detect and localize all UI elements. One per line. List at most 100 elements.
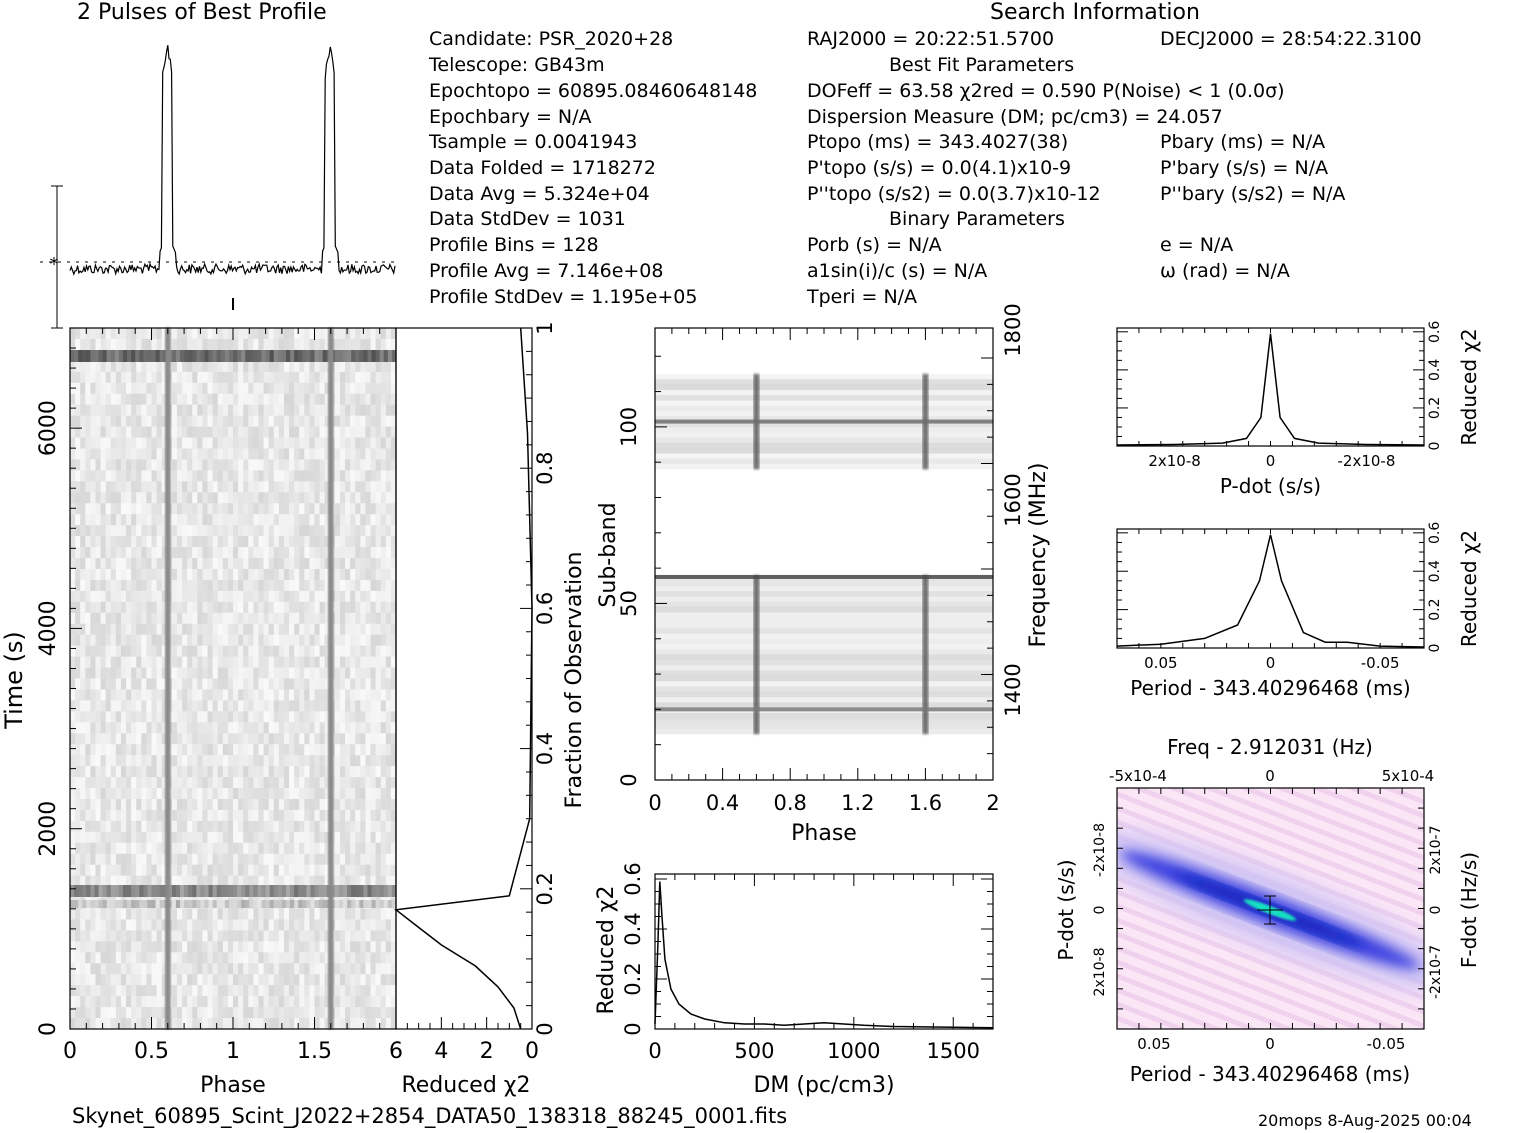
heatmap-cell <box>289 974 295 986</box>
heatmap-cell <box>146 371 152 384</box>
heatmap-cell <box>375 558 382 570</box>
heatmap-cell <box>105 492 112 504</box>
heatmap-cell <box>233 645 239 658</box>
heatmap-cell <box>131 864 137 877</box>
heatmap-cell <box>227 963 234 975</box>
heatmap-cell <box>273 755 280 767</box>
heatmap-cell <box>197 415 203 428</box>
heatmap-cell <box>105 536 112 548</box>
heatmap-cell <box>202 382 209 395</box>
heatmap-cell <box>370 678 377 690</box>
heatmap-cell <box>355 689 361 701</box>
heatmap-cell <box>146 328 152 340</box>
heatmap-cell <box>115 1007 122 1019</box>
heatmap-cell <box>345 864 351 877</box>
heatmap-cell <box>115 415 122 428</box>
heatmap-cell <box>273 930 280 942</box>
heatmap-cell <box>355 755 361 767</box>
heatmap-cell <box>176 470 183 482</box>
heatmap-cell <box>248 426 254 439</box>
heatmap-cell <box>115 547 122 559</box>
heatmap-band <box>285 900 291 908</box>
heatmap-cell <box>100 404 107 417</box>
heatmap-cell <box>253 809 259 822</box>
heatmap-cell <box>161 656 168 669</box>
heatmap-cell <box>319 382 326 395</box>
heatmap-cell <box>80 820 86 833</box>
heatmap-cell <box>319 360 326 373</box>
heatmap-cell <box>227 360 234 373</box>
heatmap-cell <box>227 547 234 559</box>
heatmap-cell <box>212 415 219 428</box>
heatmap-cell <box>131 700 137 712</box>
heatmap-cell <box>187 645 193 658</box>
heatmap-cell <box>141 404 147 417</box>
heatmap-cell <box>131 525 137 537</box>
heatmap-cell <box>319 547 326 559</box>
tick-label: 1 <box>533 321 557 334</box>
heatmap-cell <box>248 1018 254 1030</box>
heatmap-cell <box>126 755 132 767</box>
heatmap-band <box>334 900 340 908</box>
heatmap-cell <box>187 941 193 953</box>
heatmap-cell <box>217 798 224 811</box>
heatmap-cell <box>80 404 86 417</box>
heatmap-cell <box>161 744 168 756</box>
heatmap-cell <box>146 393 152 406</box>
heatmap-cell <box>90 678 96 690</box>
heatmap-cell <box>212 525 219 537</box>
heatmap-cell <box>268 459 275 471</box>
heatmap-cell <box>268 809 275 822</box>
heatmap-cell <box>375 755 382 767</box>
heatmap-cell <box>350 908 356 920</box>
heatmap-cell <box>299 1018 305 1030</box>
heatmap-cell <box>360 919 366 931</box>
heatmap-cell <box>375 864 382 877</box>
heatmap-cell <box>390 338 397 351</box>
heatmap-cell <box>334 503 341 515</box>
heatmap-cell <box>268 579 275 592</box>
heatmap-cell <box>131 667 137 679</box>
heatmap-cell <box>110 448 117 460</box>
heatmap-band <box>233 350 238 362</box>
heatmap-cell <box>90 547 96 559</box>
heatmap-cell <box>309 634 315 647</box>
heatmap-cell <box>131 547 137 559</box>
heatmap-cell <box>233 568 239 581</box>
heatmap-cell <box>258 755 265 767</box>
heatmap-cell <box>360 481 366 493</box>
heatmap-cell <box>202 415 209 428</box>
heatmap-cell <box>370 426 377 439</box>
heatmap-cell <box>334 656 341 669</box>
heatmap-band <box>171 900 177 908</box>
heatmap-cell <box>227 733 234 745</box>
heatmap-cell <box>258 470 265 482</box>
heatmap-cell <box>207 996 214 1008</box>
plot-frame <box>1116 528 1425 649</box>
heatmap-cell <box>233 623 239 636</box>
heatmap-cell <box>197 864 203 877</box>
heatmap-cell <box>85 974 91 986</box>
heatmap-cell <box>207 930 214 942</box>
heatmap-cell <box>238 930 244 942</box>
heatmap-cell <box>238 328 244 340</box>
heatmap-cell <box>131 930 137 942</box>
heatmap-cell <box>212 459 219 471</box>
heatmap-cell <box>110 820 117 833</box>
heatmap-cell <box>222 777 229 789</box>
heatmap-cell <box>278 974 285 986</box>
heatmap-cell <box>80 689 86 701</box>
heatmap-cell <box>355 864 361 877</box>
heatmap-cell <box>294 525 300 537</box>
heatmap-cell <box>289 601 295 614</box>
heatmap-cell <box>370 328 377 340</box>
heatmap-cell <box>339 853 346 866</box>
heatmap-cell <box>299 338 305 351</box>
heatmap-cell <box>75 656 81 669</box>
heatmap-cell <box>115 820 122 833</box>
heatmap-cell <box>187 974 193 986</box>
heatmap-cell <box>110 525 117 537</box>
tick-label: 0.8 <box>533 451 557 484</box>
heatmap-cell <box>309 930 315 942</box>
heatmap-cell <box>283 634 290 647</box>
